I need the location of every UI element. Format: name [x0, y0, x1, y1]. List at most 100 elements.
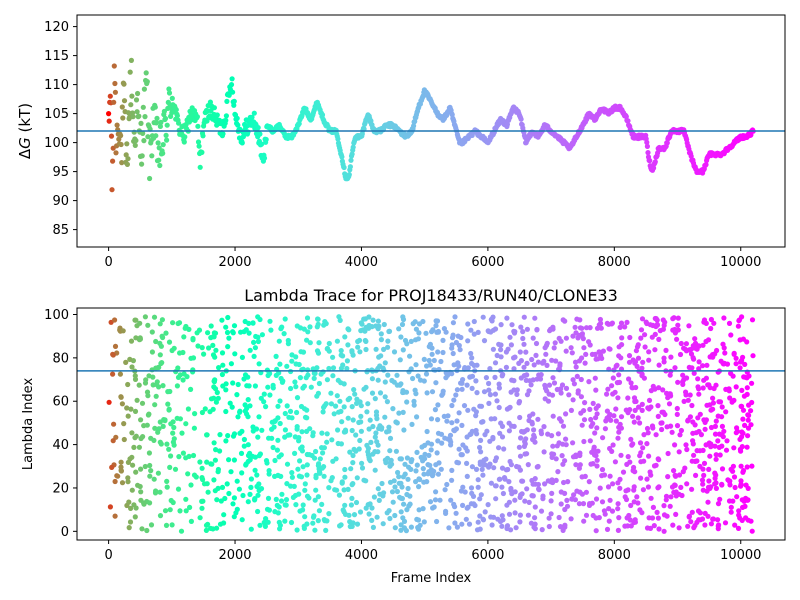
lambda-point — [349, 348, 355, 354]
lambda-point — [674, 411, 680, 417]
lambda-point — [120, 328, 126, 334]
lambda-point — [640, 359, 646, 365]
lambda-point — [539, 527, 545, 533]
lambda-point — [496, 385, 502, 391]
lambda-point — [672, 442, 678, 448]
lambda-point — [459, 386, 465, 392]
delta-g-point — [106, 118, 112, 124]
lambda-point — [521, 314, 527, 320]
lambda-point — [574, 488, 580, 494]
lambda-point — [167, 507, 173, 513]
lambda-point — [723, 447, 730, 453]
lambda-point — [146, 411, 152, 417]
lambda-point — [425, 440, 431, 446]
lambda-point — [655, 413, 661, 419]
lambda-point — [123, 359, 129, 365]
lambda-point — [663, 493, 670, 499]
lambda-point — [552, 340, 558, 346]
lambda-point — [449, 467, 455, 473]
lambda-point — [255, 508, 261, 515]
lambda-points — [106, 314, 756, 534]
lambda-point — [553, 456, 559, 462]
lambda-point — [564, 497, 570, 503]
delta-g-point — [158, 119, 164, 125]
lambda-point — [453, 510, 459, 516]
lambda-point — [386, 428, 392, 434]
lambda-point — [591, 452, 598, 458]
lambda-point — [335, 377, 341, 383]
lambda-point — [583, 489, 590, 495]
lambda-point — [397, 357, 403, 363]
lambda-point — [304, 407, 310, 413]
lambda-point — [128, 505, 134, 511]
lambda-point — [695, 384, 701, 390]
lambda-point — [247, 457, 253, 463]
lambda-point — [347, 395, 353, 401]
lambda-point — [653, 316, 659, 322]
lambda-point — [381, 346, 387, 352]
lambda-point — [324, 377, 330, 383]
lambda-point — [117, 371, 123, 377]
lambda-point — [563, 436, 569, 442]
lambda-point — [378, 353, 384, 359]
lambda-point — [326, 340, 332, 347]
lambda-point — [294, 395, 301, 401]
lambda-point — [746, 373, 752, 379]
lambda-point — [610, 442, 616, 448]
lambda-point — [302, 414, 309, 420]
lambda-point — [556, 335, 562, 341]
lambda-point — [499, 465, 506, 471]
lambda-point — [215, 466, 221, 473]
lambda-point — [599, 467, 606, 473]
lambda-point — [590, 421, 596, 427]
lambda-point — [561, 479, 567, 486]
delta-g-point — [135, 90, 141, 97]
lambda-point — [748, 422, 754, 428]
lambda-point — [204, 459, 210, 465]
lambda-point — [330, 354, 336, 360]
lambda-point — [607, 411, 613, 418]
lambda-point — [247, 347, 253, 353]
lambda-point — [731, 350, 737, 356]
lambda-point — [520, 329, 526, 335]
lambda-point — [151, 476, 157, 482]
lambda-point — [278, 326, 284, 332]
lambda-point — [566, 392, 572, 398]
lambda-point — [188, 386, 194, 392]
lambda-point — [468, 485, 475, 491]
delta-g-point — [112, 89, 118, 95]
lambda-point — [421, 356, 427, 362]
delta-g-point — [245, 129, 251, 135]
delta-g-point — [263, 136, 269, 143]
lambda-point — [700, 447, 706, 453]
lambda-point — [716, 522, 722, 528]
delta-g-point — [134, 109, 140, 115]
lambda-point — [160, 334, 166, 341]
lambda-point — [707, 485, 713, 491]
delta-g-point — [688, 153, 694, 159]
lambda-point — [341, 404, 347, 410]
delta-g-point — [129, 93, 135, 99]
lambda-point — [719, 482, 725, 488]
lambda-point — [151, 437, 157, 443]
lambda-point — [480, 516, 486, 522]
lambda-point — [210, 342, 216, 348]
lambda-point — [680, 372, 686, 378]
lambda-point — [568, 516, 574, 522]
lambda-point — [274, 447, 280, 453]
lambda-point — [633, 384, 639, 391]
lambda-point — [238, 450, 245, 456]
lambda-point — [282, 518, 288, 524]
delta-g-frame — [76, 14, 786, 248]
delta-g-point — [214, 112, 220, 118]
lambda-point — [348, 502, 354, 508]
lambda-point — [523, 349, 529, 355]
lambda-point — [606, 346, 612, 352]
lambda-point — [358, 413, 364, 419]
lambda-point — [535, 481, 542, 488]
lambda-point — [550, 413, 556, 419]
lambda-point — [597, 316, 604, 323]
lambda-point — [188, 355, 194, 361]
lambda-point — [324, 518, 330, 524]
lambda-point — [748, 408, 754, 414]
